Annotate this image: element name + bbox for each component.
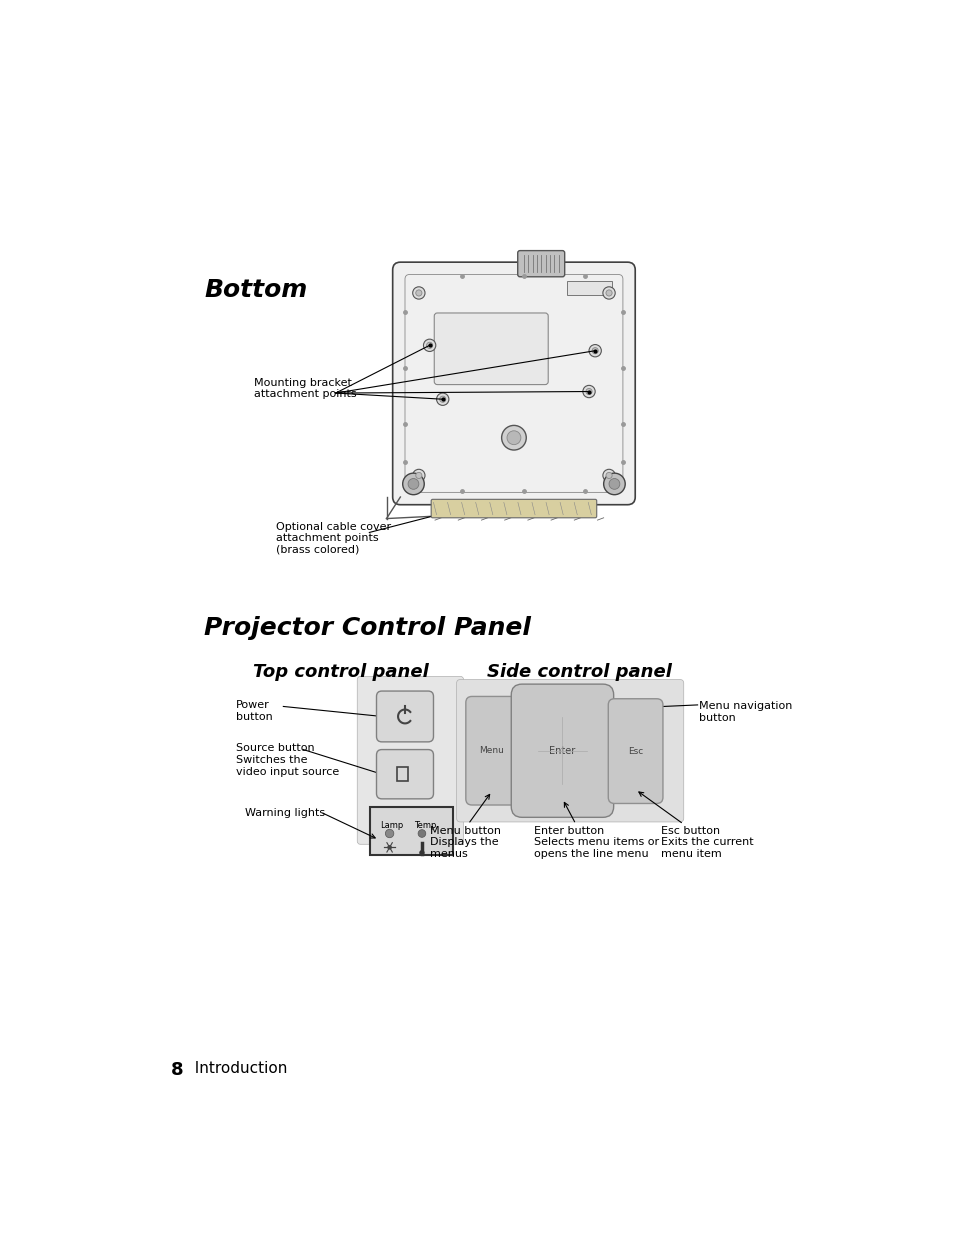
FancyBboxPatch shape xyxy=(456,679,683,823)
Circle shape xyxy=(506,431,520,445)
FancyBboxPatch shape xyxy=(517,251,564,277)
Circle shape xyxy=(602,287,615,299)
Text: Esc button
Exits the current
menu item: Esc button Exits the current menu item xyxy=(659,826,753,860)
Text: Enter: Enter xyxy=(549,746,575,756)
FancyBboxPatch shape xyxy=(356,677,463,845)
Text: Enter button
Selects menu items or
opens the line menu: Enter button Selects menu items or opens… xyxy=(533,826,658,860)
Circle shape xyxy=(408,478,418,489)
Text: Introduction: Introduction xyxy=(185,1061,287,1076)
FancyBboxPatch shape xyxy=(376,692,433,742)
Circle shape xyxy=(413,287,425,299)
Text: Esc: Esc xyxy=(627,747,642,756)
Circle shape xyxy=(417,830,425,837)
Circle shape xyxy=(416,290,421,296)
Circle shape xyxy=(582,385,595,398)
Circle shape xyxy=(605,290,612,296)
FancyBboxPatch shape xyxy=(608,699,662,804)
Circle shape xyxy=(387,845,392,850)
Text: Side control panel: Side control panel xyxy=(487,662,672,680)
Circle shape xyxy=(416,472,421,478)
Circle shape xyxy=(436,393,449,405)
Text: Warning lights: Warning lights xyxy=(245,808,325,818)
Text: Source button
Switches the
video input source: Source button Switches the video input s… xyxy=(235,743,338,777)
Circle shape xyxy=(423,340,436,352)
Text: 8: 8 xyxy=(171,1061,183,1078)
Circle shape xyxy=(603,473,624,495)
Text: Menu button
Displays the
menus: Menu button Displays the menus xyxy=(429,826,500,860)
Text: Optional cable cover
attachment points
(brass colored): Optional cable cover attachment points (… xyxy=(275,521,391,555)
Text: Top control panel: Top control panel xyxy=(253,662,428,680)
Circle shape xyxy=(418,850,424,856)
FancyBboxPatch shape xyxy=(567,280,612,294)
Circle shape xyxy=(501,425,526,450)
Circle shape xyxy=(385,829,394,837)
Text: Bottom: Bottom xyxy=(204,278,307,301)
Circle shape xyxy=(402,473,424,495)
Circle shape xyxy=(413,469,425,482)
Text: Mounting bracket
attachment points: Mounting bracket attachment points xyxy=(253,378,356,399)
Text: Lamp: Lamp xyxy=(380,821,403,830)
Circle shape xyxy=(602,469,615,482)
FancyBboxPatch shape xyxy=(465,697,517,805)
Text: Menu navigation
button: Menu navigation button xyxy=(699,701,792,722)
FancyBboxPatch shape xyxy=(393,262,635,505)
FancyBboxPatch shape xyxy=(511,684,613,818)
Circle shape xyxy=(426,342,433,348)
FancyBboxPatch shape xyxy=(396,767,408,782)
FancyBboxPatch shape xyxy=(434,312,548,384)
Circle shape xyxy=(439,396,445,403)
Circle shape xyxy=(585,389,592,395)
Circle shape xyxy=(588,345,600,357)
Circle shape xyxy=(605,472,612,478)
Text: Menu: Menu xyxy=(479,746,504,756)
FancyBboxPatch shape xyxy=(376,750,433,799)
FancyBboxPatch shape xyxy=(369,808,453,855)
Circle shape xyxy=(608,478,619,489)
Text: Power
button: Power button xyxy=(235,700,272,722)
FancyBboxPatch shape xyxy=(431,499,596,517)
Text: Projector Control Panel: Projector Control Panel xyxy=(204,616,531,641)
Circle shape xyxy=(592,347,598,353)
Text: Temp: Temp xyxy=(414,821,436,830)
